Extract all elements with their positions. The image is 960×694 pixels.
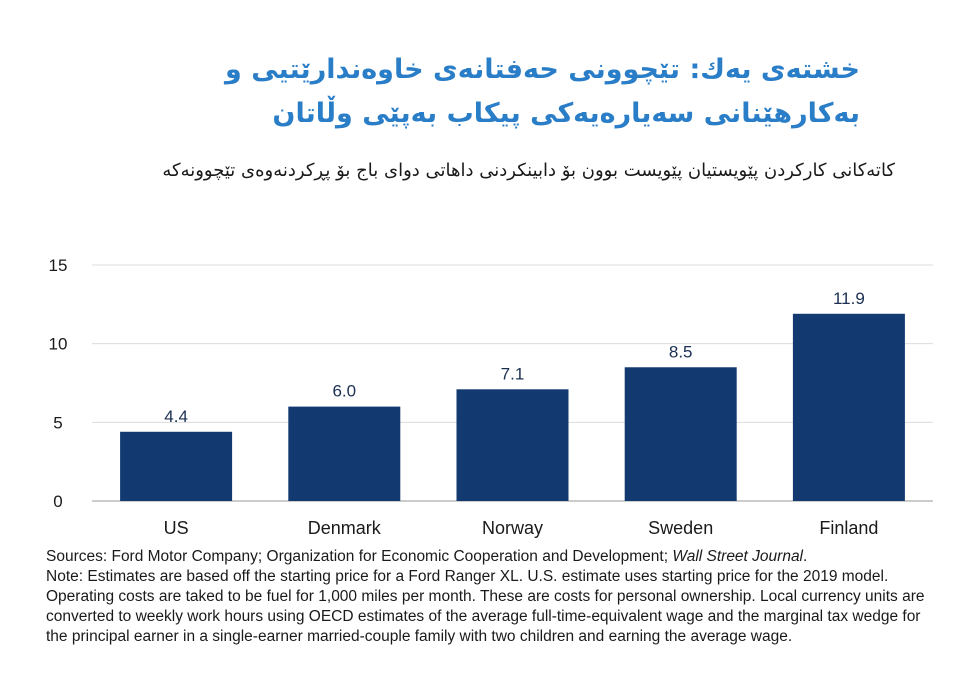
x-category-label: Norway — [482, 518, 543, 538]
bar-value-label: 4.4 — [164, 407, 188, 426]
bar — [120, 431, 233, 501]
bar — [288, 406, 401, 501]
y-tick-label: 5 — [53, 413, 62, 432]
y-tick-label: 0 — [53, 492, 62, 511]
chart-title-line-1: خشتەی یەك: تێچوونی حەفتانەی خاوەندارێتیی… — [225, 54, 860, 85]
bar-chart: 0 5 10 15 4.4 US 6.0 Denmark 7.1 Norway 8.5 Sweden 1… — [49, 256, 933, 538]
bar — [456, 389, 569, 501]
bar-value-label: 11.9 — [833, 289, 865, 308]
x-category-label: Denmark — [308, 518, 382, 538]
chart-subtitle: کاتەکانی کارکردن پێویستیان پێویست بوون ب… — [162, 160, 895, 181]
chart-footer: Sources: Ford Motor Company; Organizatio… — [46, 547, 926, 647]
bar — [792, 313, 905, 501]
sources-suffix: . — [803, 548, 808, 565]
bar-value-label: 8.5 — [669, 342, 693, 361]
bar-value-label: 6.0 — [332, 382, 356, 401]
y-tick-label: 10 — [49, 335, 68, 354]
chart-title: خشتەی یەك: تێچوونی حەفتانەی خاوەندارێتیی… — [40, 48, 860, 136]
y-tick-label: 15 — [49, 256, 68, 275]
x-category-label: US — [164, 518, 189, 538]
bar-value-label: 7.1 — [501, 364, 525, 383]
x-category-label: Finland — [819, 518, 878, 538]
sources-prefix: Sources: Ford Motor Company; Organizatio… — [46, 548, 673, 565]
x-category-label: Sweden — [648, 518, 713, 538]
bar — [624, 367, 737, 501]
methodology-note: Note: Estimates are based off the starti… — [46, 568, 925, 645]
chart-title-line-2: بەکارهێنانی سەیارەیەکی پیکاب بەپێی وڵاتا… — [272, 98, 860, 129]
sources-note: Sources: Ford Motor Company; Organizatio… — [46, 547, 926, 567]
sources-journal: Wall Street Journal — [672, 548, 804, 565]
